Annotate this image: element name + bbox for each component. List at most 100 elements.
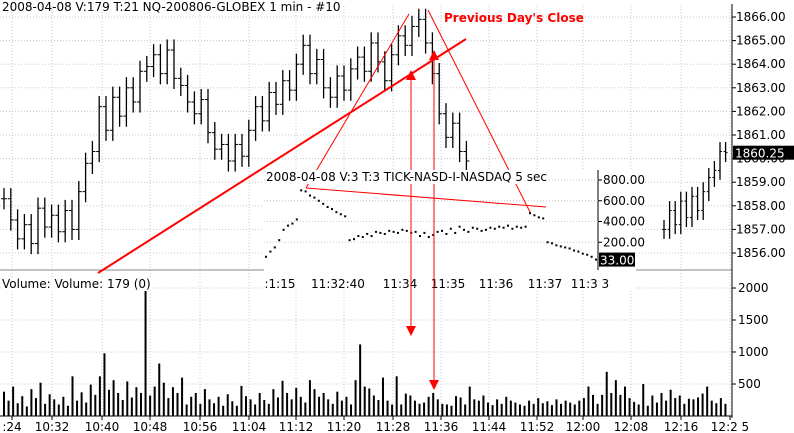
tick-point (551, 242, 553, 245)
time-tick-label: 10:56 (183, 420, 218, 433)
arrow-right-up-head (429, 50, 439, 60)
time-tick-label: 11:44 (472, 420, 507, 433)
tick-point (278, 239, 281, 242)
inset-tick-label: 600.00 (603, 194, 645, 208)
volume-bars (3, 284, 727, 416)
time-tick-label: 11:28 (376, 420, 411, 433)
time-tick-label: 12:16 (664, 420, 699, 433)
tick-point (291, 222, 294, 225)
price-tick-label: 1861.00 (736, 128, 786, 142)
price-tick-label: 1858.00 (736, 199, 786, 213)
tick-point (586, 253, 589, 256)
tick-point (471, 226, 474, 229)
volume-tick-label: 2000 (738, 281, 769, 295)
tick-point (568, 247, 571, 250)
tick-point (432, 233, 435, 236)
inset-time-label: :1:15 (265, 277, 296, 291)
main-chart-header: 2008-04-08 V:179 T:21 NQ-200806-GLOBEX 1… (2, 0, 341, 14)
inset-last-box (599, 252, 635, 267)
tick-point (397, 231, 399, 234)
inset-time-label: 11:3 3 (571, 277, 609, 291)
tick-point (507, 224, 509, 227)
inset-time-label: 11:34 (383, 277, 418, 291)
tick-point (463, 228, 465, 231)
price-tick-label: 1863.00 (736, 81, 786, 95)
tick-inset-panel: 200.00 400.00 600.00 800.00 33.00 :1:15 11:32:… (264, 170, 645, 291)
tick-point (383, 232, 386, 235)
tick-point (449, 227, 452, 230)
tick-point (476, 227, 479, 230)
inset-tick-label: 800.00 (603, 173, 645, 187)
last-price-box (733, 145, 794, 160)
triangle-left-line (305, 13, 410, 189)
trend-line (97, 38, 467, 274)
volume-panel-header: Volume: Volume: 179 (0) (2, 277, 151, 291)
tick-point (529, 212, 531, 215)
volume-tick-label: 1000 (738, 345, 769, 359)
tick-point (559, 245, 562, 248)
time-tick-label: 11:04 (232, 420, 267, 433)
inset-tick-label: 200.00 (603, 235, 645, 249)
price-tick-label: 1856.00 (736, 246, 786, 260)
tick-point (392, 230, 395, 233)
time-tick-label: 10:32 (35, 420, 70, 433)
time-tick-label: 12:00 (566, 420, 601, 433)
tick-point (344, 215, 347, 218)
price-bars (1, 8, 728, 255)
tick-point (282, 228, 285, 231)
tick-point (322, 202, 325, 205)
tick-point (480, 229, 483, 232)
tick-point (524, 225, 527, 228)
tick-point (353, 238, 355, 241)
tick-point (502, 226, 505, 229)
tick-point (511, 227, 514, 230)
time-tick-label: 10:48 (133, 420, 168, 433)
tick-point (366, 232, 369, 235)
tick-point (405, 229, 408, 232)
time-axis: :24 10:32 10:40 10:48 10:56 11:04 11:12 11:20 11… (0, 415, 749, 433)
tick-point (339, 213, 342, 216)
tick-point (379, 231, 382, 234)
tick-point (309, 194, 311, 197)
time-tick-label: 10:40 (85, 420, 120, 433)
tick-point (265, 255, 267, 258)
tick-point (401, 228, 404, 231)
tick-point (573, 249, 575, 252)
tick-point (287, 224, 289, 227)
tick-point (445, 232, 448, 235)
inset-last-label: 33.00 (600, 254, 634, 268)
price-tick-label: 1862.00 (736, 104, 786, 118)
last-price-label: 1860.25 (735, 147, 785, 161)
price-tick-label: 1864.00 (736, 57, 786, 71)
time-tick-label: 12:2 5 (711, 420, 749, 433)
tick-point (577, 250, 580, 253)
price-tick-label: 1866.00 (736, 10, 786, 24)
tick-point (436, 230, 439, 233)
inset-time-label: 11:35 (431, 277, 466, 291)
tick-point (269, 250, 272, 253)
tick-point (357, 235, 360, 238)
tick-point (331, 208, 333, 211)
tick-point (493, 227, 496, 230)
tick-point (533, 214, 536, 217)
price-tick-label: 1859.00 (736, 175, 786, 189)
tick-point (300, 189, 303, 192)
tick-point (546, 241, 549, 244)
inset-background (264, 170, 636, 290)
inset-time-label: 11:32:40 (311, 277, 365, 291)
price-axis: 1856.001857.001858.001859.001860.001861.… (731, 4, 794, 418)
tick-point (537, 216, 540, 219)
tick-point (441, 229, 443, 232)
tick-point (485, 228, 487, 231)
time-tick-label: 11:12 (279, 420, 314, 433)
arrow-right-down-head (429, 380, 439, 390)
inset-tick-label: 400.00 (603, 215, 645, 229)
tick-point (419, 235, 421, 238)
tick-point (595, 258, 597, 261)
time-tick-label: 12:08 (614, 420, 649, 433)
previous-close-label: Previous Day's Close (444, 11, 584, 25)
tick-point (317, 199, 320, 202)
tick-point (489, 226, 492, 229)
tick-point (555, 244, 558, 247)
